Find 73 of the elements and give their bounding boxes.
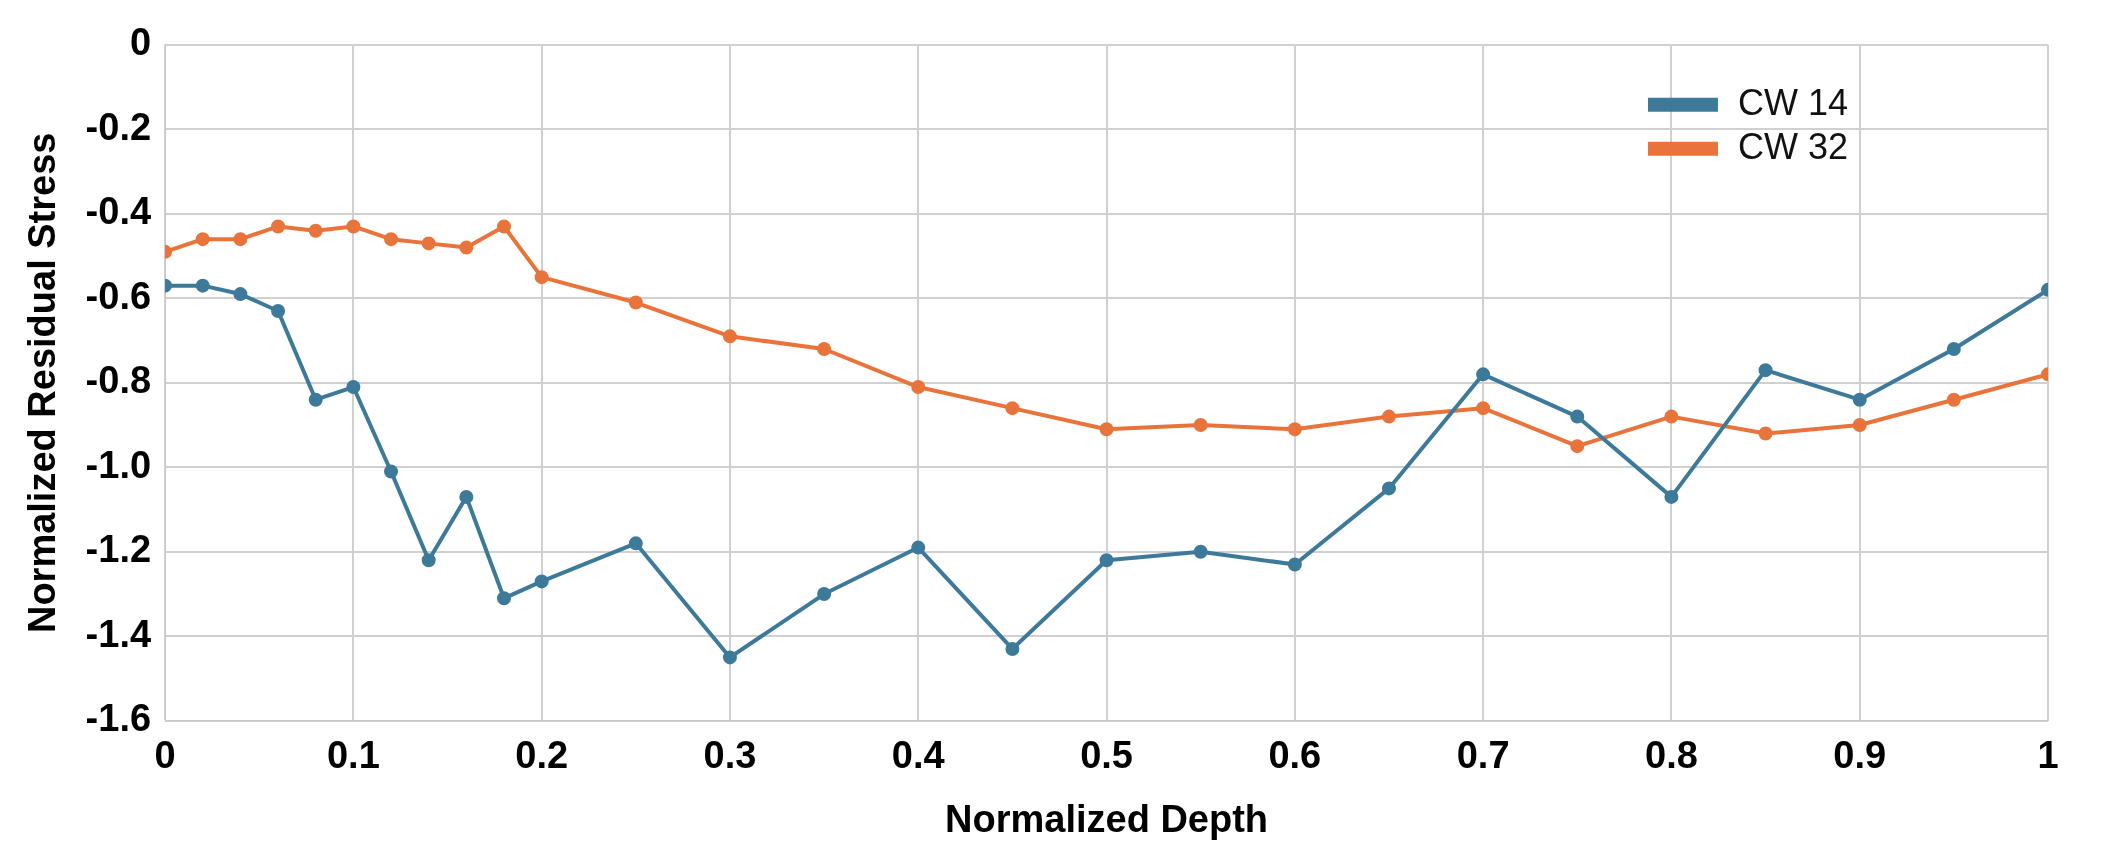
- point: [1287, 422, 1302, 437]
- point: [233, 287, 248, 302]
- x-tick-label: 0.6: [1268, 734, 1322, 777]
- legend-label: CW 32: [1737, 125, 1849, 167]
- x-tick-label: 1: [2037, 734, 2059, 777]
- point: [421, 553, 436, 568]
- point: [497, 219, 512, 234]
- point: [1099, 553, 1114, 568]
- point: [384, 464, 399, 479]
- point: [459, 240, 474, 255]
- x-tick-label: 0.5: [1080, 734, 1133, 777]
- point: [1193, 418, 1208, 433]
- point: [817, 342, 832, 356]
- point: [195, 278, 210, 293]
- point: [421, 236, 436, 251]
- point: [1946, 342, 1961, 356]
- y-tick-label: -0.8: [85, 359, 152, 402]
- x-tick-label: 0.7: [1456, 734, 1510, 777]
- point: [722, 329, 737, 344]
- y-tick-label: -1.4: [85, 612, 152, 655]
- point: [1664, 489, 1679, 504]
- y-tick-label: -0.4: [85, 190, 152, 233]
- point: [1476, 401, 1491, 416]
- point: [1852, 418, 1867, 433]
- point: [1287, 557, 1302, 572]
- point: [534, 574, 549, 589]
- point: [497, 591, 512, 606]
- y-tick-label: -0.6: [85, 274, 152, 317]
- point: [534, 270, 549, 285]
- point: [722, 650, 737, 665]
- x-axis-title: Normalized Depth: [945, 797, 1269, 840]
- point: [628, 536, 643, 551]
- legend-label: CW 14: [1737, 81, 1849, 123]
- point: [1381, 409, 1396, 424]
- y-axis-title: Normalized Residual Stress: [21, 132, 64, 634]
- point: [271, 303, 286, 318]
- y-tick-label: -1.0: [85, 443, 152, 486]
- point: [1946, 392, 1961, 407]
- point: [1381, 481, 1396, 496]
- x-tick-label: 0.9: [1833, 734, 1887, 777]
- point: [1005, 641, 1020, 656]
- point: [346, 219, 361, 234]
- point: [911, 540, 926, 555]
- point: [1193, 544, 1208, 559]
- y-tick-label: -0.2: [85, 105, 152, 148]
- point: [1758, 363, 1773, 378]
- point: [817, 587, 832, 602]
- point: [1570, 439, 1585, 454]
- y-tick-label: -1.6: [85, 697, 152, 740]
- point: [1664, 409, 1679, 424]
- point: [384, 232, 399, 247]
- x-tick-label: 0.1: [326, 734, 380, 777]
- point: [1570, 409, 1585, 424]
- x-tick-label: 0.3: [703, 734, 757, 777]
- x-tick-label: 0.4: [891, 734, 945, 777]
- x-tick-label: 0.2: [515, 734, 569, 777]
- point: [459, 489, 474, 504]
- point: [346, 380, 361, 395]
- y-tick-label: -1.2: [85, 528, 152, 571]
- point: [195, 232, 210, 247]
- point: [308, 223, 323, 238]
- x-tick-label: 0.8: [1645, 734, 1698, 777]
- point: [1476, 367, 1491, 382]
- point: [233, 232, 248, 247]
- point: [628, 295, 643, 310]
- point: [1852, 392, 1867, 407]
- point: [1758, 426, 1773, 441]
- point: [1099, 422, 1114, 437]
- point: [308, 392, 323, 407]
- point: [271, 219, 286, 234]
- point: [1005, 401, 1020, 416]
- point: [911, 380, 926, 395]
- y-tick-label: 0: [129, 21, 152, 64]
